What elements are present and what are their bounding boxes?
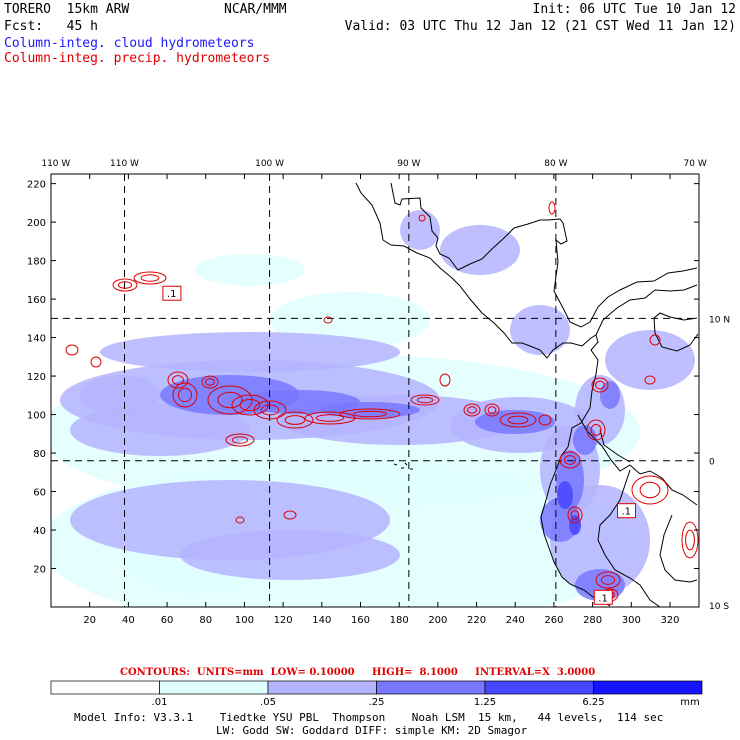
init-time: Init: 06 UTC Tue 10 Jan 12 bbox=[532, 2, 737, 17]
y-tick-label: 140 bbox=[27, 334, 46, 345]
x-tick-label: 120 bbox=[274, 615, 293, 626]
colorbar-swatch bbox=[376, 680, 486, 695]
x-tick-label: 300 bbox=[622, 615, 641, 626]
contour-label: .1 bbox=[162, 285, 182, 301]
x-tick-label: 280 bbox=[583, 615, 602, 626]
colorbar-swatch bbox=[159, 680, 269, 695]
lat-label: 10 N bbox=[709, 315, 730, 325]
fcst-line: Fcst: 45 h bbox=[4, 19, 98, 34]
colorbar-label: .05 bbox=[260, 697, 276, 708]
coastline bbox=[355, 182, 699, 607]
x-tick-label: 220 bbox=[467, 615, 486, 626]
valid-time: Valid: 03 UTC Thu 12 Jan 12 (21 CST Wed … bbox=[344, 19, 736, 34]
contour-label: .1 bbox=[616, 503, 636, 519]
colorbar-label: .25 bbox=[369, 697, 385, 708]
colorbar-label: 6.25 bbox=[582, 697, 604, 708]
colorbar: .01 .05 .25 1.25 6.25 mm bbox=[50, 680, 703, 708]
x-tick-label: 100 bbox=[235, 615, 254, 626]
x-tick-label: 200 bbox=[428, 615, 447, 626]
contour-info: CONTOURS: UNITS=mm LOW= 0.10000 HIGH= 8.… bbox=[120, 667, 596, 678]
x-tick-label: 80 bbox=[199, 615, 212, 626]
model-line: TORERO 15km ARW bbox=[4, 2, 130, 17]
svg-text:.1: .1 bbox=[621, 507, 631, 518]
x-tick-label: 240 bbox=[506, 615, 525, 626]
contour-label: .1 bbox=[593, 589, 613, 605]
y-tick-label: 20 bbox=[33, 565, 46, 576]
field-title-cloud: Column-integ. cloud hydrometeors bbox=[4, 36, 255, 51]
y-tick-label: 60 bbox=[33, 488, 46, 499]
lon-label: 80 W bbox=[544, 159, 567, 169]
colorbar-swatch bbox=[484, 680, 594, 695]
x-tick-label: 320 bbox=[660, 615, 679, 626]
axes: 20 40 60 80 100 120 140 160 180 200 220 240 260 280 30… bbox=[27, 159, 730, 626]
colorbar-swatch bbox=[267, 680, 377, 695]
center-label: NCAR/MMM bbox=[224, 2, 287, 17]
y-tick-label: 160 bbox=[27, 295, 46, 306]
lon-label: 90 W bbox=[397, 159, 420, 169]
x-tick-label: 140 bbox=[312, 615, 331, 626]
lat-label: 0 bbox=[709, 458, 715, 468]
colorbar-label: 1.25 bbox=[474, 697, 496, 708]
plot-frame bbox=[50, 173, 700, 608]
lon-label: 110 W bbox=[110, 159, 139, 169]
x-tick-label: 20 bbox=[83, 615, 96, 626]
svg-text:.1: .1 bbox=[598, 593, 608, 604]
model-info-line1: Model Info: V3.3.1 Tiedtke YSU PBL Thomp… bbox=[74, 711, 664, 724]
y-tick-label: 40 bbox=[33, 526, 46, 537]
x-tick-label: 180 bbox=[390, 615, 409, 626]
field-title-precip: Column-integ. precip. hydrometeors bbox=[4, 51, 271, 66]
lon-label: 110 W bbox=[41, 159, 70, 169]
lat-lon-grid bbox=[51, 174, 699, 607]
y-tick-label: 120 bbox=[27, 372, 46, 383]
x-tick-label: 260 bbox=[544, 615, 563, 626]
y-tick-label: 180 bbox=[27, 257, 46, 268]
lon-label: 100 W bbox=[255, 159, 284, 169]
y-tick-label: 100 bbox=[27, 411, 46, 422]
cloud-hydrometeor-field bbox=[51, 210, 695, 607]
x-tick-label: 60 bbox=[161, 615, 174, 626]
lon-label: 70 W bbox=[684, 159, 707, 169]
precip-hydrometeor-contours: .1 .1 .1 bbox=[65, 201, 699, 605]
y-tick-label: 220 bbox=[27, 180, 46, 191]
colorbar-swatch bbox=[593, 680, 703, 695]
lat-label: 10 S bbox=[709, 602, 729, 612]
model-info-line2: LW: Godd SW: Goddard DIFF: simple KM: 2D… bbox=[216, 724, 528, 737]
x-tick-label: 160 bbox=[351, 615, 370, 626]
y-tick-label: 200 bbox=[27, 218, 46, 229]
x-tick-label: 40 bbox=[122, 615, 135, 626]
colorbar-label: .01 bbox=[152, 697, 168, 708]
colorbar-swatch bbox=[50, 680, 160, 695]
y-tick-label: 80 bbox=[33, 449, 46, 460]
svg-text:.1: .1 bbox=[167, 289, 177, 300]
colorbar-unit: mm bbox=[680, 697, 699, 708]
